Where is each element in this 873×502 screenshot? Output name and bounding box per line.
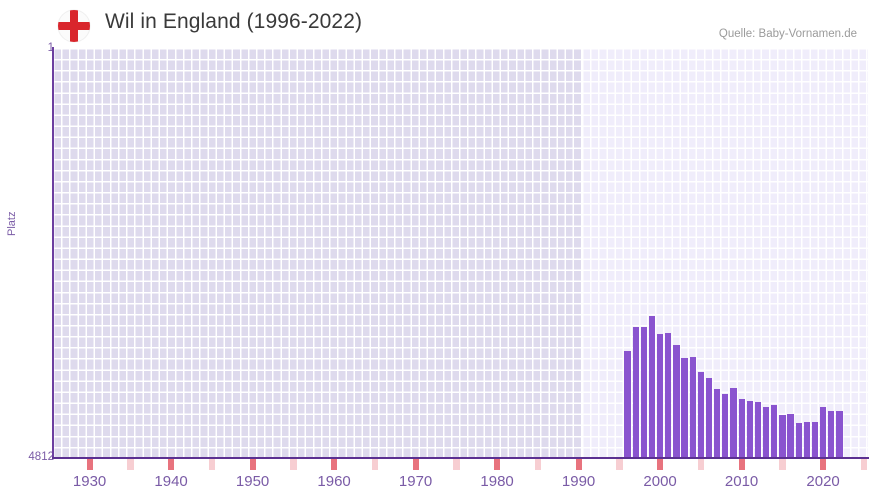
plot-background-no-data [53,48,582,458]
x-axis-minor-tick [860,459,868,470]
bar [754,401,762,458]
x-axis-minor-tick [371,459,379,470]
bar [673,344,680,458]
bar [828,410,835,458]
x-axis-major-tick [331,459,338,470]
bar [632,326,639,458]
bar [746,400,753,458]
x-axis-minor-tick [208,459,216,470]
bar [811,421,819,458]
x-axis-minor-tick [697,459,705,470]
x-axis-minor-tick [127,459,134,470]
bar [657,334,664,458]
y-axis-tick-top: 1 [47,42,54,54]
bar [771,405,778,458]
bar [795,423,802,458]
x-axis-tick-label: 1970 [398,473,433,490]
bar [836,410,843,458]
x-axis-minor-tick [616,459,623,470]
x-axis-major-tick [168,459,175,470]
x-axis-tick-label: 2010 [724,473,759,490]
bar [665,333,672,458]
bar [640,326,647,458]
bar [820,407,827,458]
bar [730,387,737,458]
bar [648,315,656,458]
x-axis-tick-label: 2000 [643,473,677,490]
bar [705,378,713,458]
y-axis-tick-bottom: 4812 [28,451,54,463]
x-axis-minor-tick [290,459,297,470]
bar [762,407,770,458]
bar [624,350,631,458]
x-axis-major-tick [494,459,501,470]
x-axis-tick-label: 1960 [317,473,351,490]
england-flag-icon [57,9,91,43]
page-title: Wil in England (1996-2022) [105,10,363,33]
x-axis-line [52,457,869,459]
y-axis-title: Platz [6,211,18,236]
bar [803,422,810,458]
x-axis-major-tick [249,459,256,470]
x-axis-major-tick [412,459,419,470]
x-axis-major-tick [657,459,664,470]
plot-area [53,48,868,458]
bar [722,393,729,458]
y-axis-line [52,47,54,459]
x-axis-major-tick [86,459,93,470]
x-axis-minor-tick [534,459,542,470]
bar [689,357,696,458]
bar [738,399,745,458]
x-axis-minor-tick [779,459,786,470]
chart-header: Wil in England (1996-2022) Quelle: Baby-… [0,0,873,46]
x-axis-minor-tick [453,459,460,470]
x-axis-major-tick [738,459,745,470]
source-note: Quelle: Baby-Vornamen.de [718,28,857,40]
x-axis: 1930 1940 1950 1960 1970 1980 1990 2000 2010 2020 [53,459,868,502]
bar-series [53,48,868,458]
bar [714,388,721,458]
x-axis-tick-label: 2020 [806,473,840,490]
x-axis-tick-label: 1930 [72,473,107,490]
x-axis-major-tick [575,459,582,470]
x-axis-tick-label: 1950 [235,473,270,490]
bar [787,413,794,458]
bar [697,372,705,458]
x-axis-major-tick [820,459,827,470]
bar [681,357,688,458]
x-axis-tick-label: 1980 [480,473,514,490]
x-axis-tick-label: 1940 [154,473,188,490]
x-axis-tick-label: 1990 [561,473,596,490]
bar [779,415,786,458]
